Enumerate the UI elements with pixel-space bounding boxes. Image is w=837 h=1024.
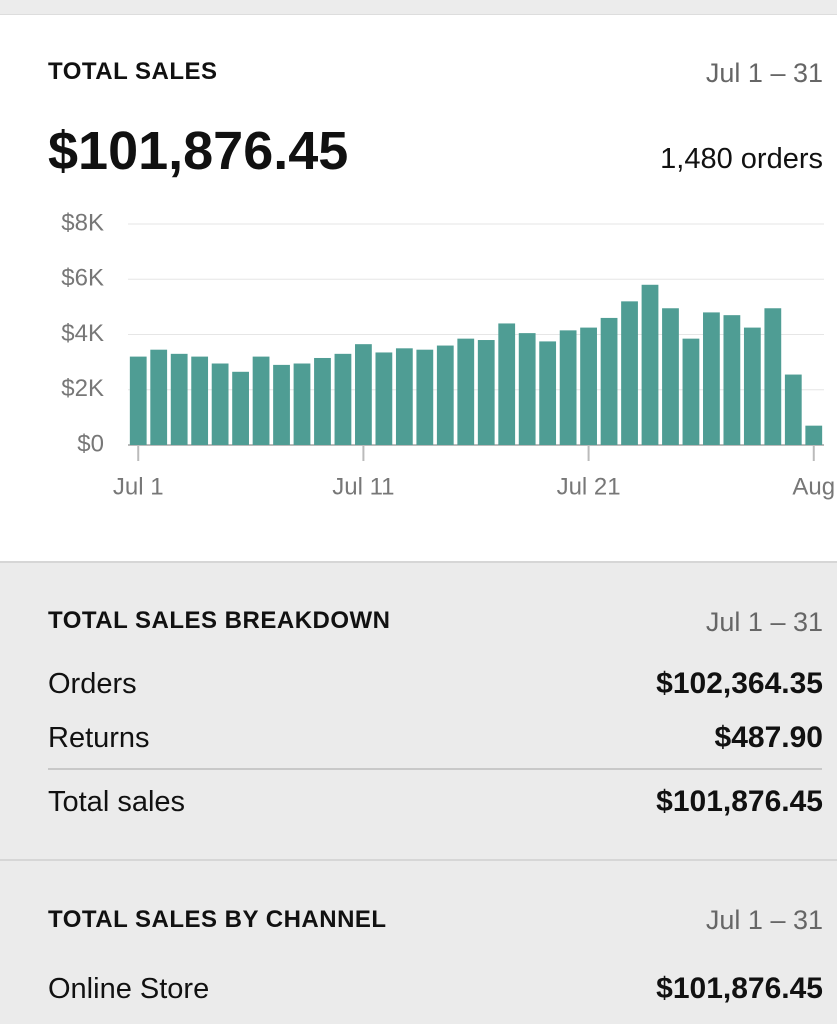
bar — [682, 338, 700, 445]
bar — [211, 363, 229, 445]
bar — [621, 301, 638, 445]
bar — [191, 356, 209, 445]
bar — [784, 374, 802, 445]
bar — [416, 349, 434, 445]
y-tick-label: $8K — [61, 209, 104, 236]
y-tick-label: $0 — [77, 430, 104, 457]
bar — [375, 352, 393, 445]
bar — [395, 348, 413, 445]
bar — [170, 353, 188, 445]
row-value: $102,364.35 — [656, 667, 823, 700]
order-count: 1,480 orders — [660, 143, 823, 175]
section-title: TOTAL SALES — [48, 58, 218, 85]
bar — [252, 356, 270, 445]
row-label: Total sales — [48, 786, 186, 818]
row-value: $487.90 — [714, 721, 823, 754]
period: Jul 1 – 31 — [705, 905, 823, 935]
bar — [539, 341, 557, 445]
bar — [232, 371, 249, 445]
bar — [129, 356, 147, 445]
bar — [805, 425, 823, 445]
sales-chart: $0 $2K $4K $6K $8K Jul 1 Jul 11 Jul 21 Aug — [61, 209, 835, 500]
x-tick-label: Jul 1 — [113, 473, 164, 500]
bar — [743, 327, 761, 445]
y-tick-label: $6K — [61, 265, 104, 292]
bar — [662, 308, 679, 445]
section-divider — [0, 859, 837, 861]
bar — [580, 327, 597, 445]
period: Jul 1 – 31 — [705, 58, 823, 88]
row-label: Online Store — [48, 973, 210, 1005]
section-title: TOTAL SALES BY CHANNEL — [48, 906, 387, 933]
row-label: Returns — [48, 722, 150, 754]
bar — [314, 357, 331, 445]
bar — [641, 284, 659, 445]
y-tick-label: $2K — [61, 375, 104, 402]
bar — [518, 333, 536, 445]
bar — [559, 330, 577, 445]
top-strip — [0, 0, 837, 15]
bar — [457, 338, 475, 445]
row-value: $101,876.45 — [656, 785, 823, 818]
bar — [150, 349, 168, 445]
bar — [498, 323, 516, 445]
bar — [600, 317, 618, 445]
period: Jul 1 – 31 — [705, 607, 823, 637]
bar — [334, 353, 352, 445]
section-title: TOTAL SALES BREAKDOWN — [48, 607, 391, 634]
x-tick-label: Aug — [792, 473, 835, 500]
bar — [355, 344, 372, 445]
bar — [436, 345, 454, 445]
y-tick-label: $4K — [61, 320, 104, 347]
x-tick-label: Jul 11 — [332, 473, 394, 500]
bar — [703, 312, 720, 445]
bar — [477, 340, 495, 445]
x-tick-label: Jul 21 — [557, 473, 621, 500]
bar — [723, 315, 741, 445]
row-value: $101,876.45 — [656, 972, 823, 1005]
row-label: Orders — [48, 668, 137, 700]
sales-card — [0, 15, 837, 563]
total-sales: $101,876.45 — [48, 121, 349, 181]
divider — [48, 768, 822, 770]
bar — [764, 308, 782, 445]
bar — [293, 363, 311, 445]
bar — [273, 364, 290, 445]
